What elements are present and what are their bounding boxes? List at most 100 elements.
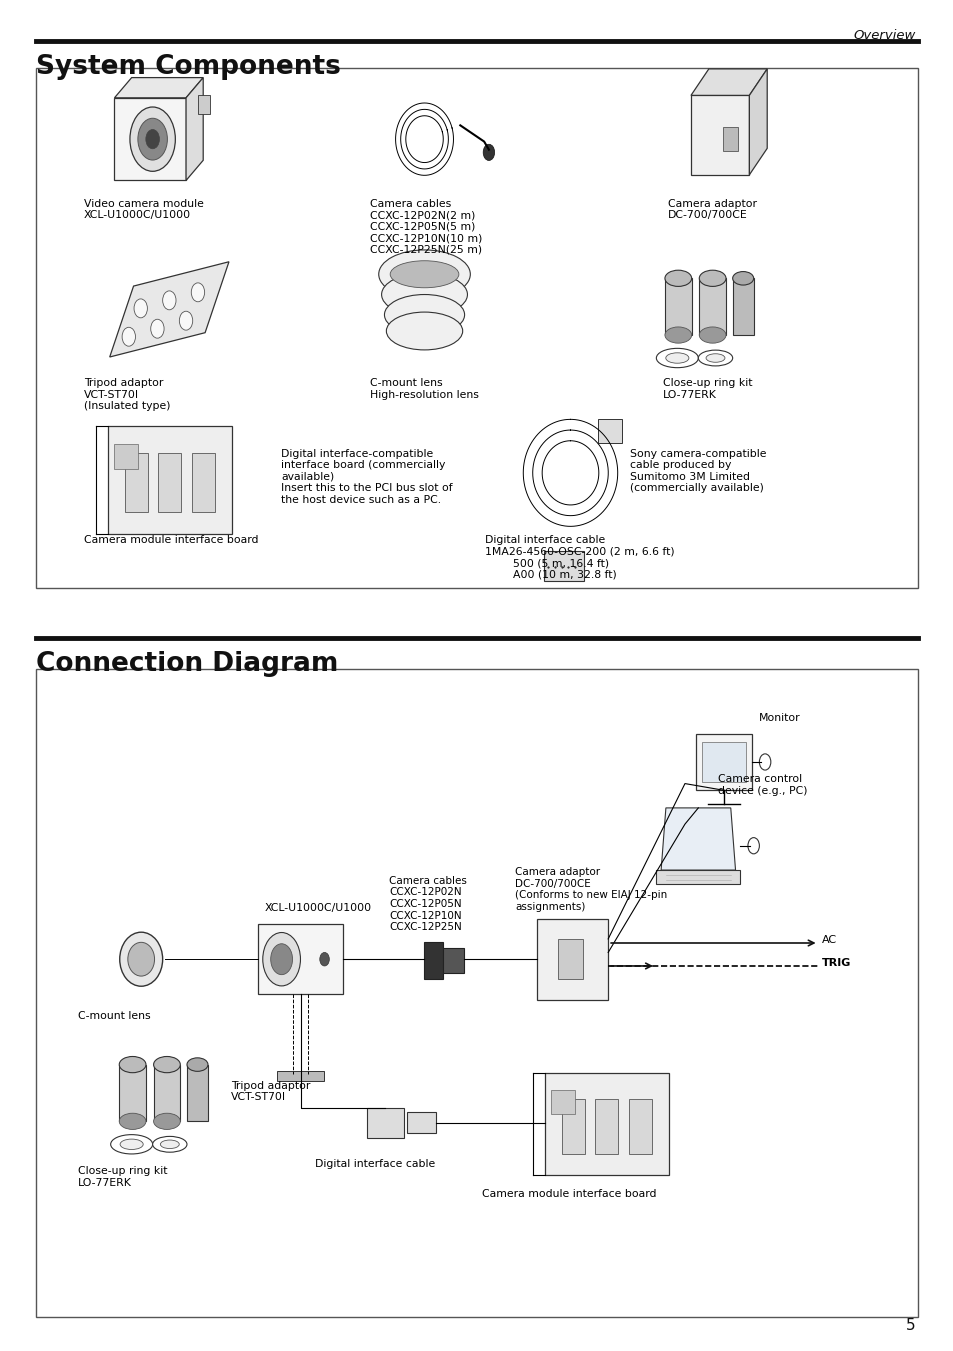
Bar [119,1065,146,1121]
Bar [701,742,745,782]
Ellipse shape [381,273,467,316]
Text: C-mount lens
High-resolution lens: C-mount lens High-resolution lens [370,378,478,400]
Bar [367,1108,403,1138]
Bar [696,734,751,790]
Text: XCL-U1000C/U1000: XCL-U1000C/U1000 [264,904,371,913]
Circle shape [271,944,293,974]
Ellipse shape [705,354,724,362]
Polygon shape [749,69,766,174]
Bar [192,453,214,512]
Text: Digital interface-compatible
interface board (commercially
available)
Insert thi: Digital interface-compatible interface b… [281,449,453,505]
Circle shape [262,932,300,986]
Circle shape [146,130,159,149]
Bar [561,1098,584,1154]
Polygon shape [656,870,740,884]
Circle shape [133,299,147,317]
Bar [198,96,210,115]
Ellipse shape [152,1136,187,1152]
Bar [664,278,691,335]
Circle shape [138,119,167,159]
Text: System Components: System Components [36,54,341,80]
Text: 5: 5 [905,1319,915,1333]
Bar [114,97,186,181]
Text: Connection Diagram: Connection Diagram [36,651,338,677]
Text: Digital interface cable
1MA26-4560-OSC-200 (2 m, 6.6 ft)
        500 (5 m, 16.4 : Digital interface cable 1MA26-4560-OSC-2… [484,535,674,580]
Bar [158,453,181,512]
Circle shape [319,952,329,966]
Circle shape [179,311,193,330]
Polygon shape [114,77,203,97]
Ellipse shape [128,943,154,975]
Ellipse shape [664,270,691,286]
Text: Sony camera-compatible
cable produced by
Sumitomo 3M Limited
(commercially avail: Sony camera-compatible cable produced by… [629,449,765,493]
Bar [153,1065,180,1121]
Text: Monitor: Monitor [758,713,800,723]
Ellipse shape [160,1140,179,1148]
Text: Camera module interface board: Camera module interface board [481,1189,656,1198]
Bar [595,1098,618,1154]
Ellipse shape [732,272,753,285]
Bar [442,948,463,973]
Polygon shape [110,262,229,357]
Ellipse shape [111,1135,152,1154]
Text: Digital interface cable: Digital interface cable [314,1159,435,1169]
Bar [276,1071,324,1081]
Bar [699,278,725,335]
Text: Close-up ring kit
LO-77ERK: Close-up ring kit LO-77ERK [78,1166,168,1188]
Polygon shape [186,77,203,181]
Text: C-mount lens: C-mount lens [78,1011,151,1020]
Text: Camera adaptor
DC-700/700CE
(Conforms to new EIAJ 12-pin
assignments): Camera adaptor DC-700/700CE (Conforms to… [515,867,667,912]
Ellipse shape [699,270,725,286]
Bar [722,127,737,151]
Polygon shape [660,808,735,870]
Text: Camera cables
CCXC-12P02N
CCXC-12P05N
CCXC-12P10N
CCXC-12P25N: Camera cables CCXC-12P02N CCXC-12P05N CC… [389,875,467,932]
Bar [544,1073,668,1175]
Text: Camera module interface board: Camera module interface board [84,535,258,544]
Ellipse shape [390,261,458,288]
Ellipse shape [656,349,698,367]
Bar [543,551,583,581]
Ellipse shape [187,1058,208,1071]
Ellipse shape [119,932,162,986]
Ellipse shape [664,327,691,343]
Bar [732,278,753,335]
Bar [423,942,442,979]
Bar [628,1098,651,1154]
Ellipse shape [378,250,470,299]
Ellipse shape [386,312,462,350]
Circle shape [122,327,135,346]
Text: Camera cables
CCXC-12P02N(2 m)
CCXC-12P05N(5 m)
CCXC-12P10N(10 m)
CCXC-12P25N(25: Camera cables CCXC-12P02N(2 m) CCXC-12P0… [370,199,482,255]
Bar [108,426,232,534]
Circle shape [130,107,175,172]
Text: Tripod adaptor
VCT-ST70I: Tripod adaptor VCT-ST70I [231,1081,310,1102]
Bar [187,1065,208,1121]
Ellipse shape [665,353,688,363]
Bar [690,96,749,174]
Bar [407,1112,436,1133]
Ellipse shape [119,1113,146,1129]
Text: TRIG: TRIG [821,958,851,969]
Bar [125,453,148,512]
Text: Tripod adaptor
VCT-ST70I
(Insulated type): Tripod adaptor VCT-ST70I (Insulated type… [84,378,171,412]
Bar [257,924,343,994]
Text: Camera adaptor
DC-700/700CE: Camera adaptor DC-700/700CE [667,199,756,220]
Circle shape [759,754,770,770]
Circle shape [482,145,494,161]
Ellipse shape [698,350,732,366]
Circle shape [747,838,759,854]
Circle shape [151,319,164,338]
Ellipse shape [120,1139,143,1150]
Ellipse shape [699,327,725,343]
Text: Camera control
device (e.g., PC): Camera control device (e.g., PC) [718,774,807,796]
Ellipse shape [384,295,464,335]
Bar [36,68,917,588]
Text: AC: AC [821,935,837,946]
Ellipse shape [119,1056,146,1073]
Ellipse shape [153,1056,180,1073]
Bar [598,419,621,443]
Bar [536,919,607,1000]
Circle shape [191,282,205,301]
Bar [114,444,137,469]
Bar [558,939,582,979]
Text: Video camera module
XCL-U1000C/U1000: Video camera module XCL-U1000C/U1000 [84,199,204,220]
